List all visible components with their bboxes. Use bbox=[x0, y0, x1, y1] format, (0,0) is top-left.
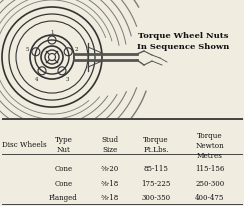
Text: Cone: Cone bbox=[54, 179, 72, 187]
Text: 300-350: 300-350 bbox=[142, 193, 171, 201]
Text: Flanged: Flanged bbox=[49, 193, 78, 201]
Text: Torque
Ft.Lbs.: Torque Ft.Lbs. bbox=[143, 135, 169, 153]
Text: 175-225: 175-225 bbox=[142, 179, 171, 187]
Text: 115-156: 115-156 bbox=[195, 164, 224, 172]
Text: Cone: Cone bbox=[54, 164, 72, 172]
Text: ⅜-18: ⅜-18 bbox=[101, 179, 119, 187]
Text: Stud
Size: Stud Size bbox=[101, 135, 118, 153]
Text: Disc Wheels: Disc Wheels bbox=[2, 141, 47, 149]
Text: 3: 3 bbox=[66, 76, 69, 81]
Text: ⅜-20: ⅜-20 bbox=[101, 164, 119, 172]
Text: 85-115: 85-115 bbox=[144, 164, 169, 172]
Text: Type
Nut: Type Nut bbox=[54, 135, 72, 153]
Text: 4: 4 bbox=[35, 76, 39, 81]
Text: 2: 2 bbox=[75, 47, 79, 52]
Text: 5: 5 bbox=[26, 47, 29, 52]
Text: Torque
Newton
Metres: Torque Newton Metres bbox=[195, 132, 224, 159]
Text: ⅜-18: ⅜-18 bbox=[101, 193, 119, 201]
Text: 400-475: 400-475 bbox=[195, 193, 224, 201]
Text: 1: 1 bbox=[50, 29, 54, 34]
Text: 250-300: 250-300 bbox=[195, 179, 224, 187]
Text: Torque Wheel Nuts
In Sequence Shown: Torque Wheel Nuts In Sequence Shown bbox=[137, 32, 229, 51]
